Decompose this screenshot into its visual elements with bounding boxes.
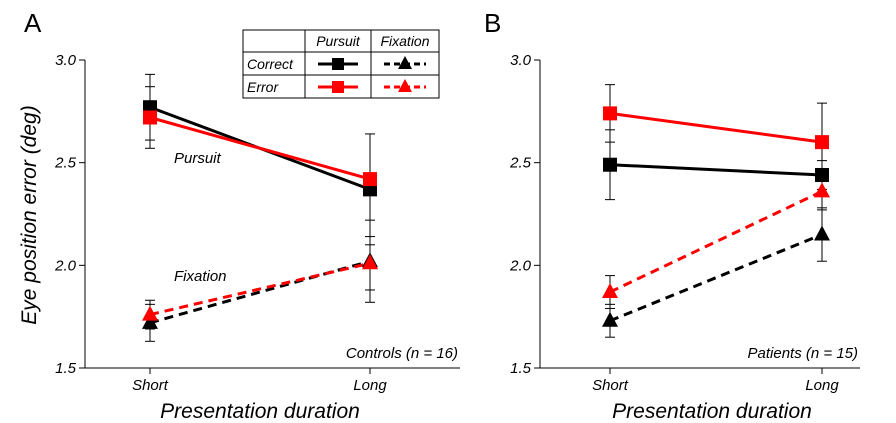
panel-b-correct-pursuit-line (609, 163, 823, 177)
panel-a-x-axis-label: Presentation duration (160, 400, 360, 423)
panel-b-plot: 1.5 2.0 2.5 3.0 Short Long (509, 52, 860, 394)
legend-correct-fixation-marker (398, 56, 412, 69)
panel-a-y-tick-label: 2.0 (54, 257, 77, 274)
legend: Pursuit Fixation Correct Error (242, 29, 440, 99)
panel-a-pursuit-annotation: Pursuit (174, 150, 222, 167)
panel-b-error-fixation-point (602, 283, 618, 299)
panel-a-y-tick-label: 2.5 (54, 155, 77, 172)
panel-b-correct-fixation-line (609, 233, 823, 323)
panel-a-plot: 1.5 2.0 2.5 3.0 Short Long (54, 52, 460, 394)
panel-a-error-pursuit-point (143, 110, 157, 125)
panel-b-x-tick-label: Long (805, 377, 839, 394)
panel-b-y-tick-label: 2.5 (509, 155, 532, 172)
panel-b-y-tick-label: 1.5 (510, 360, 532, 377)
panel-a-y-tick-label: 3.0 (55, 52, 77, 69)
panel-b-y-tick-label: 3.0 (510, 52, 532, 69)
panel-b-label: B (484, 8, 501, 38)
panel-b-error-pursuit-point (815, 135, 829, 150)
panel-b-group-note: Patients (n = 15) (748, 345, 858, 362)
panel-a-correct-fixation-point (142, 313, 158, 329)
panel-a-label: A (24, 8, 42, 38)
panel-a-error-fixation-point (142, 305, 158, 321)
legend-row-error: Error (247, 79, 279, 95)
panel-a-fixation-annotation: Fixation (174, 268, 227, 285)
panel-b-error-pursuit-line (609, 111, 823, 144)
panel-a-x-tick-label: Short (132, 377, 169, 394)
legend-col-pursuit: Pursuit (316, 33, 361, 49)
panel-a-x-tick-label: Long (353, 377, 387, 394)
legend-correct-pursuit-marker (332, 58, 344, 70)
panel-b-correct-fixation-point (814, 225, 830, 241)
legend-row-correct: Correct (247, 56, 294, 72)
panel-a-error-pursuit-point (363, 172, 377, 187)
panel-b-x-axis-label: Presentation duration (612, 400, 812, 423)
panel-b-error-fixation-line (609, 190, 823, 294)
panel-a-y-tick-label: 1.5 (55, 360, 77, 377)
panel-b-correct-pursuit-point (815, 167, 829, 182)
panel-b-error-pursuit-point (603, 106, 617, 121)
panel-b-y-tick-label: 2.0 (509, 257, 532, 274)
panel-b-error-fixation-point (814, 182, 830, 198)
panel-b-x-tick-label: Short (592, 377, 629, 394)
y-axis-label: Eye position error (deg) (18, 105, 41, 324)
legend-error-pursuit-marker (332, 81, 344, 93)
legend-error-fixation-marker (398, 79, 412, 92)
panel-a-correct-fixation-line (149, 259, 371, 325)
panel-a-error-pursuit-line (149, 116, 371, 181)
legend-col-fixation: Fixation (380, 33, 429, 49)
panel-a-group-note: Controls (n = 16) (346, 345, 458, 362)
panel-a-error-fixation-point (362, 254, 378, 270)
panel-b-correct-fixation-point (602, 311, 618, 327)
panel-a-error-fixation-line (149, 261, 371, 317)
panel-b-correct-pursuit-point (603, 157, 617, 172)
